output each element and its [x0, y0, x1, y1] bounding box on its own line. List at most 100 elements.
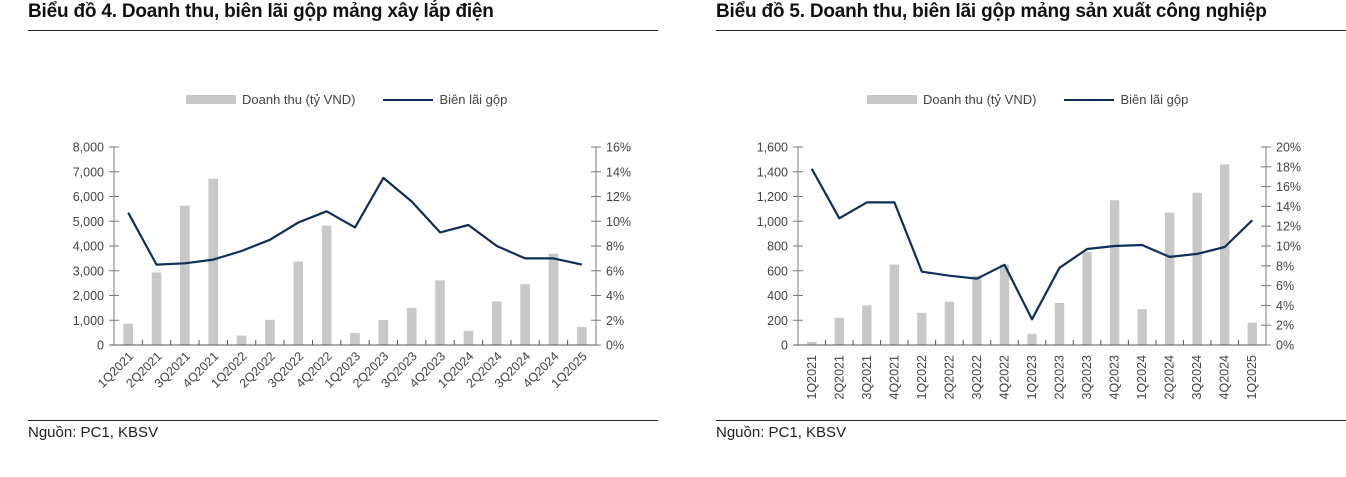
- legend-bar-swatch: [186, 95, 236, 104]
- chart-panel-4: Biểu đồ 4. Doanh thu, biên lãi gộp mảng …: [28, 0, 658, 477]
- x-tick-label: 4Q2024: [1218, 355, 1232, 400]
- y-tick-label-left: 6,000: [73, 190, 104, 204]
- y-tick-label-right: 20%: [1276, 141, 1301, 155]
- y-tick-label-right: 16%: [606, 141, 631, 155]
- y-tick-label-left: 400: [767, 289, 788, 303]
- chart-panel-5: Biểu đồ 5. Doanh thu, biên lãi gộp mảng …: [716, 0, 1346, 477]
- bar-revenue-2Q2021: [151, 272, 162, 345]
- bar-revenue-1Q2025: [577, 326, 587, 345]
- y-tick-label-right: 2%: [1276, 319, 1294, 333]
- legend-label-revenue: Doanh thu (tỷ VND): [923, 92, 1037, 107]
- bar-revenue-1Q2022: [236, 335, 247, 345]
- footer-divider: [716, 420, 1346, 421]
- x-tick-label: 3Q2023: [1080, 355, 1094, 400]
- x-tick-label: 1Q2021: [805, 355, 819, 400]
- legend: Doanh thu (tỷ VND) Biên lãi gộp: [186, 92, 507, 107]
- y-tick-label-right: 16%: [1276, 180, 1301, 194]
- x-tick-label: 4Q2023: [1108, 355, 1122, 400]
- y-tick-label-left: 8,000: [73, 141, 104, 155]
- bar-revenue-3Q2022: [972, 275, 982, 345]
- y-tick-label-left: 1,400: [757, 165, 788, 179]
- bar-revenue-4Q2024: [548, 253, 559, 345]
- line-gross-margin: [810, 168, 1253, 321]
- y-tick-label-left: 1,000: [757, 215, 788, 229]
- bar-revenue-2Q2023: [378, 320, 389, 345]
- bar-revenue-4Q2022: [321, 225, 332, 345]
- x-tick-label: 2Q2023: [1053, 355, 1067, 400]
- bar-revenue-4Q2023: [435, 280, 445, 345]
- source-note: Nguồn: PC1, KBSV: [716, 424, 847, 441]
- chart-plot: 0 1,000 2,000 3,000 4,000 5,000 6,000 7,000 8,00…: [73, 141, 631, 391]
- y-tick-label-right: 10%: [1276, 240, 1301, 254]
- y-tick-label-right: 6%: [606, 264, 624, 278]
- bar-revenue-1Q2021: [123, 323, 133, 345]
- x-tick-label: 1Q2023: [1025, 355, 1039, 400]
- bar-revenue-2Q2023: [1054, 302, 1065, 345]
- bar-revenue-4Q2023: [1109, 200, 1120, 345]
- bar-revenue-1Q2023: [350, 332, 360, 345]
- bar-revenue-2Q2022: [944, 301, 955, 345]
- bar-revenue-1Q2024: [463, 330, 474, 345]
- legend-label-margin: Biên lãi gộp: [1120, 92, 1189, 107]
- y-tick-label-right: 10%: [606, 215, 631, 229]
- y-tick-label-left: 2,000: [73, 289, 104, 303]
- bar-revenue-1Q2024: [1137, 309, 1147, 345]
- source-note: Nguồn: PC1, KBSV: [28, 424, 159, 441]
- x-tick-label: 2Q2024: [1163, 355, 1177, 400]
- y-tick-label-left: 0: [781, 339, 788, 353]
- legend-label-revenue: Doanh thu (tỷ VND): [242, 92, 356, 107]
- bar-revenue-3Q2021: [180, 205, 190, 345]
- x-tick-label: 4Q2021: [887, 355, 901, 400]
- y-tick-label-right: 14%: [606, 165, 631, 179]
- y-tick-label-left: 5,000: [73, 215, 104, 229]
- legend-bar-swatch: [867, 95, 917, 104]
- y-tick-label-left: 1,000: [73, 314, 104, 328]
- bar-revenue-3Q2024: [1192, 192, 1202, 345]
- legend-line-swatch: [383, 98, 434, 101]
- chart-title: Biểu đồ 4. Doanh thu, biên lãi gộp mảng …: [28, 1, 494, 22]
- title-divider: [716, 30, 1346, 31]
- bar-revenue-3Q2022: [293, 261, 304, 345]
- y-tick-label-right: 8%: [606, 240, 624, 254]
- bar-revenue-4Q2024: [1220, 164, 1230, 345]
- chart-title: Biểu đồ 5. Doanh thu, biên lãi gộp mảng …: [716, 1, 1267, 22]
- y-tick-label-right: 6%: [1276, 279, 1294, 293]
- x-tick-label: 3Q2022: [970, 355, 984, 400]
- legend: Doanh thu (tỷ VND) Biên lãi gộp: [867, 92, 1188, 107]
- y-tick-label-left: 1,200: [757, 190, 788, 204]
- x-tick-label: 1Q2025: [1245, 355, 1259, 400]
- y-tick-label-right: 14%: [1276, 200, 1301, 214]
- y-tick-label-left: 1,600: [757, 141, 788, 155]
- bar-revenue-3Q2023: [1082, 252, 1092, 345]
- bar-revenue-4Q2021: [889, 264, 900, 345]
- y-tick-label-left: 4,000: [73, 240, 104, 254]
- y-tick-label-left: 800: [767, 240, 788, 254]
- bar-revenue-2Q2024: [1164, 212, 1175, 345]
- y-tick-label-left: 200: [767, 314, 788, 328]
- bar-revenue-3Q2024: [520, 284, 530, 345]
- line-gross-margin: [127, 176, 583, 266]
- y-tick-label-right: 4%: [606, 289, 624, 303]
- bar-revenue-4Q2021: [208, 178, 219, 345]
- bar-revenue-3Q2021: [862, 305, 872, 345]
- legend-line-swatch: [1064, 98, 1115, 101]
- bar-revenue-1Q2023: [1027, 333, 1037, 345]
- y-tick-label-right: 18%: [1276, 160, 1301, 174]
- bar-revenue-2Q2021: [834, 317, 844, 345]
- y-tick-label-right: 12%: [1276, 220, 1301, 234]
- bar-revenue-1Q2022: [917, 312, 927, 345]
- x-tick-label: 3Q2024: [1190, 355, 1204, 400]
- y-tick-label-right: 12%: [606, 190, 631, 204]
- y-tick-label-right: 4%: [1276, 299, 1294, 313]
- bar-revenue-4Q2022: [999, 264, 1010, 345]
- y-tick-label-right: 2%: [606, 314, 624, 328]
- x-tick-label: 2Q2022: [942, 355, 956, 400]
- bar-revenue-1Q2021: [807, 341, 817, 345]
- footer-divider: [28, 420, 658, 421]
- y-tick-label-left: 7,000: [73, 165, 104, 179]
- bar-revenue-2Q2024: [491, 301, 502, 345]
- legend-label-margin: Biên lãi gộp: [439, 92, 508, 107]
- y-tick-label-right: 8%: [1276, 259, 1294, 273]
- bar-revenue-2Q2022: [265, 319, 275, 345]
- y-tick-label-right: 0%: [1276, 339, 1294, 353]
